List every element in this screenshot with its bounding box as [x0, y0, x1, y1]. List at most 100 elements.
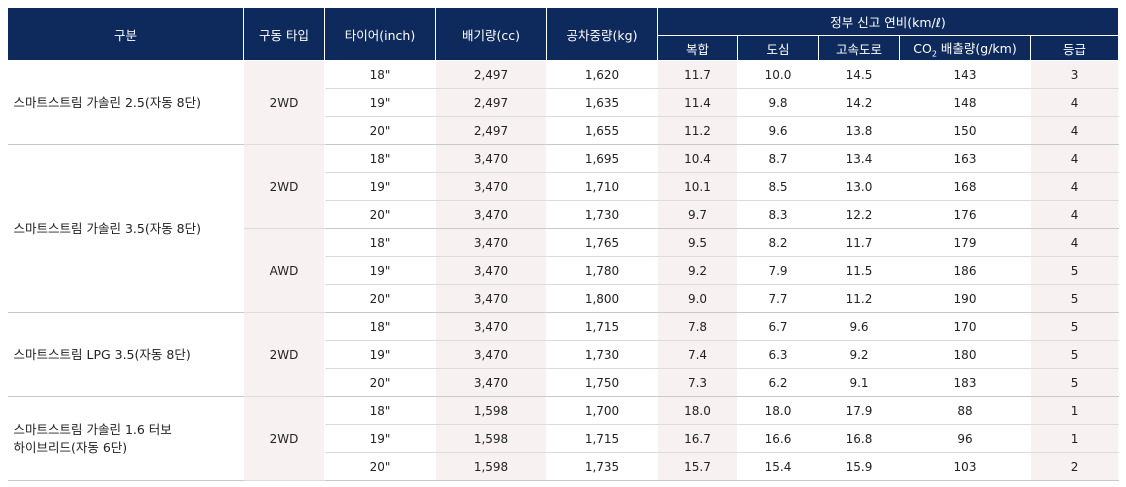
header-fuel-economy-group: 정부 신고 연비(km/ℓ): [656, 7, 1120, 36]
combined-economy: 7.4: [657, 340, 738, 369]
tire-size: 20": [324, 116, 436, 145]
efficiency-grade: 2: [1030, 452, 1120, 481]
efficiency-grade: 4: [1030, 144, 1120, 173]
drive-type: 2WD: [243, 60, 325, 145]
displacement: 1,598: [435, 424, 547, 453]
table-row: 스마트스트림 가솔린 2.5(자동 8단) 2WD 18" 2,497 1,62…: [7, 60, 1120, 145]
efficiency-grade: 1: [1030, 424, 1120, 453]
displacement: 2,497: [435, 88, 547, 117]
curb-weight: 1,715: [546, 312, 658, 341]
tire-size: 18": [324, 60, 436, 89]
displacement: 3,470: [435, 340, 547, 369]
fuel-economy-table: 구분 구동 타입 타이어(inch) 배기량(cc) 공차중량(kg) 정부 신…: [7, 7, 1120, 481]
curb-weight: 1,765: [546, 228, 658, 257]
curb-weight: 1,715: [546, 424, 658, 453]
highway-economy: 13.4: [818, 144, 900, 173]
tire-size: 20": [324, 452, 436, 481]
efficiency-grade: 4: [1030, 172, 1120, 201]
combined-economy: 11.4: [657, 88, 738, 117]
city-economy: 15.4: [737, 452, 819, 481]
combined-economy: 9.5: [657, 228, 738, 257]
city-economy: 7.7: [737, 284, 819, 313]
efficiency-grade: 1: [1030, 396, 1120, 425]
tire-size: 20": [324, 284, 436, 313]
fuel-economy-table-container: 구분 구동 타입 타이어(inch) 배기량(cc) 공차중량(kg) 정부 신…: [7, 7, 1120, 481]
highway-economy: 9.6: [818, 312, 900, 341]
table-row: 스마트스트림 가솔린 3.5(자동 8단) 2WD 18" 3,470 1,69…: [7, 144, 1120, 313]
displacement: 3,470: [435, 284, 547, 313]
drive-type: AWD: [243, 228, 325, 313]
co2-emission: 176: [899, 200, 1031, 229]
curb-weight: 1,655: [546, 116, 658, 145]
displacement: 2,497: [435, 60, 547, 89]
header-division: 구분: [7, 7, 244, 61]
co2-emission: 150: [899, 116, 1031, 145]
efficiency-grade: 4: [1030, 228, 1120, 257]
tire-size: 18": [324, 312, 436, 341]
curb-weight: 1,710: [546, 172, 658, 201]
header-co2: CO2 배출량(g/km): [899, 35, 1031, 61]
city-economy: 9.8: [737, 88, 819, 117]
co2-emission: 170: [899, 312, 1031, 341]
curb-weight: 1,730: [546, 340, 658, 369]
drive-type: 2WD: [243, 312, 325, 397]
efficiency-grade: 4: [1030, 200, 1120, 229]
tire-size: 20": [324, 200, 436, 229]
table-row: 20" 3,470 1,730 9.7 8.3 12.2 176 4: [8, 200, 1120, 229]
header-drive-type: 구동 타입: [243, 7, 325, 61]
curb-weight: 1,635: [546, 88, 658, 117]
curb-weight: 1,730: [546, 200, 658, 229]
efficiency-grade: 4: [1030, 88, 1120, 117]
city-economy: 7.9: [737, 256, 819, 285]
tire-size: 19": [324, 256, 436, 285]
curb-weight: 1,735: [546, 452, 658, 481]
table-row: 19" 3,470 1,730 7.4 6.3 9.2 180 5: [8, 340, 1120, 369]
co2-emission: 190: [899, 284, 1031, 313]
highway-economy: 14.2: [818, 88, 900, 117]
curb-weight: 1,695: [546, 144, 658, 173]
table-row: 스마트스트림 LPG 3.5(자동 8단) 2WD 18" 3,470 1,71…: [7, 312, 1120, 397]
combined-economy: 7.3: [657, 368, 738, 397]
co2-emission: 143: [899, 60, 1031, 89]
co2-emission: 186: [899, 256, 1031, 285]
table-row: 19" 3,470 1,710 10.1 8.5 13.0 168 4: [8, 172, 1120, 201]
highway-economy: 14.5: [818, 60, 900, 89]
tire-size: 19": [324, 424, 436, 453]
co2-emission: 168: [899, 172, 1031, 201]
co2-emission: 103: [899, 452, 1031, 481]
city-economy: 8.7: [737, 144, 819, 173]
model-name: 스마트스트림 LPG 3.5(자동 8단): [7, 312, 244, 397]
co2-emission: 180: [899, 340, 1031, 369]
combined-economy: 9.7: [657, 200, 738, 229]
table-row: 20" 3,470 1,800 9.0 7.7 11.2 190 5: [8, 284, 1120, 313]
table-row: AWD 18" 3,470 1,765 9.5 8.2 11.7 179 4: [8, 228, 1120, 313]
co2-emission: 88: [899, 396, 1031, 425]
city-economy: 9.6: [737, 116, 819, 145]
highway-economy: 9.2: [818, 340, 900, 369]
efficiency-grade: 5: [1030, 368, 1120, 397]
displacement: 3,470: [435, 256, 547, 285]
header-grade: 등급: [1029, 35, 1120, 61]
drive-type: 2WD: [243, 396, 325, 481]
combined-economy: 15.7: [657, 452, 738, 481]
displacement: 3,470: [435, 312, 547, 341]
model-name: 스마트스트림 가솔린 2.5(자동 8단): [7, 60, 244, 145]
table-row: 19" 2,497 1,635 11.4 9.8 14.2 148 4: [8, 88, 1120, 117]
city-economy: 8.5: [737, 172, 819, 201]
table-header: 구분 구동 타입 타이어(inch) 배기량(cc) 공차중량(kg) 정부 신…: [7, 7, 1120, 61]
model-name-line1: 스마트스트림 가솔린 1.6 터보: [13, 421, 172, 437]
header-curb-weight: 공차중량(kg): [546, 7, 658, 61]
curb-weight: 1,800: [546, 284, 658, 313]
table-row: 20" 1,598 1,735 15.7 15.4 15.9 103 2: [8, 452, 1120, 481]
table-row: 19" 1,598 1,715 16.7 16.6 16.8 96 1: [8, 424, 1120, 453]
highway-economy: 11.2: [818, 284, 900, 313]
city-economy: 16.6: [737, 424, 819, 453]
combined-economy: 9.0: [657, 284, 738, 313]
city-economy: 18.0: [737, 396, 819, 425]
drive-type: 2WD: [243, 144, 325, 229]
co2-suffix: 배출량(g/km): [936, 40, 1017, 56]
combined-economy: 10.1: [657, 172, 738, 201]
tire-size: 19": [324, 88, 436, 117]
combined-economy: 11.2: [657, 116, 738, 145]
city-economy: 8.3: [737, 200, 819, 229]
